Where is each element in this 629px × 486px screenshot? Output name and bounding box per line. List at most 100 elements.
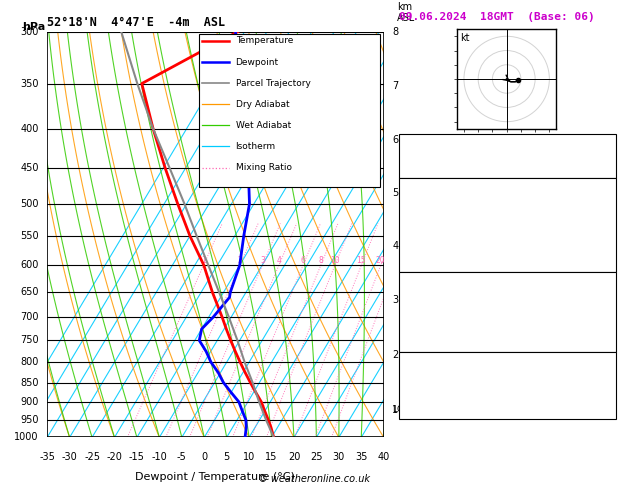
Text: Surface: Surface bbox=[487, 180, 529, 190]
Text: Temperature: Temperature bbox=[236, 36, 293, 45]
Text: 6: 6 bbox=[392, 135, 398, 145]
Text: -10: -10 bbox=[152, 451, 167, 462]
Text: LCL: LCL bbox=[392, 405, 408, 414]
Text: 306: 306 bbox=[595, 298, 613, 308]
Text: 10: 10 bbox=[330, 256, 340, 265]
Text: StmSpd (kt): StmSpd (kt) bbox=[403, 405, 461, 416]
Text: 20: 20 bbox=[601, 325, 613, 335]
Text: Dewp (°C): Dewp (°C) bbox=[403, 204, 453, 214]
Text: 6: 6 bbox=[301, 256, 306, 265]
Text: 5: 5 bbox=[392, 188, 398, 198]
Text: StmDir: StmDir bbox=[403, 392, 437, 402]
Text: PW (cm): PW (cm) bbox=[403, 165, 444, 175]
Text: 52°18'N  4°47'E  -4m  ASL: 52°18'N 4°47'E -4m ASL bbox=[47, 16, 225, 29]
Text: 35: 35 bbox=[601, 151, 613, 161]
Text: 20: 20 bbox=[376, 256, 386, 265]
Text: SREH: SREH bbox=[403, 378, 429, 388]
Text: Dewpoint / Temperature (°C): Dewpoint / Temperature (°C) bbox=[135, 472, 296, 482]
Text: 2: 2 bbox=[238, 256, 242, 265]
Text: 300: 300 bbox=[20, 27, 39, 36]
Text: 35: 35 bbox=[355, 451, 367, 462]
Text: 350: 350 bbox=[20, 79, 39, 88]
Text: 7: 7 bbox=[392, 82, 398, 91]
Text: CAPE (J): CAPE (J) bbox=[403, 245, 442, 255]
Text: CIN (J): CIN (J) bbox=[403, 339, 433, 349]
Text: -15: -15 bbox=[129, 451, 145, 462]
Text: 1: 1 bbox=[201, 256, 206, 265]
Text: -0: -0 bbox=[604, 378, 613, 388]
Text: 550: 550 bbox=[20, 231, 39, 241]
Text: Totals Totals: Totals Totals bbox=[403, 151, 462, 161]
Text: 0: 0 bbox=[607, 259, 613, 269]
Text: 9.1: 9.1 bbox=[598, 204, 613, 214]
Text: θₑ (K): θₑ (K) bbox=[403, 298, 430, 308]
Text: Dewpoint: Dewpoint bbox=[236, 57, 279, 67]
FancyBboxPatch shape bbox=[199, 34, 381, 188]
Text: CIN (J): CIN (J) bbox=[403, 259, 433, 269]
Text: 900: 900 bbox=[20, 397, 39, 407]
Text: 09.06.2024  18GMT  (Base: 06): 09.06.2024 18GMT (Base: 06) bbox=[399, 12, 595, 22]
Text: 650: 650 bbox=[20, 287, 39, 297]
Text: CAPE (J): CAPE (J) bbox=[403, 325, 442, 335]
Text: 0: 0 bbox=[607, 339, 613, 349]
Text: 3: 3 bbox=[260, 256, 265, 265]
Text: Lifted Index: Lifted Index bbox=[403, 231, 460, 242]
Text: 800: 800 bbox=[20, 357, 39, 367]
Text: K: K bbox=[403, 138, 409, 148]
Text: 344°: 344° bbox=[590, 392, 613, 402]
Text: 8: 8 bbox=[318, 256, 323, 265]
Text: kt: kt bbox=[460, 34, 469, 43]
Text: hPa: hPa bbox=[22, 22, 45, 32]
Text: 10: 10 bbox=[243, 451, 255, 462]
Text: 20: 20 bbox=[287, 451, 300, 462]
Text: -10: -10 bbox=[598, 138, 613, 148]
Text: Pressure (mb): Pressure (mb) bbox=[403, 284, 471, 295]
Text: 400: 400 bbox=[20, 123, 39, 134]
Text: Dry Adiabat: Dry Adiabat bbox=[236, 100, 289, 109]
Text: 850: 850 bbox=[20, 378, 39, 388]
Text: Hodograph: Hodograph bbox=[477, 354, 538, 364]
Text: km
ASL: km ASL bbox=[397, 2, 415, 23]
Text: -35: -35 bbox=[39, 451, 55, 462]
Text: 5: 5 bbox=[223, 451, 230, 462]
Text: 1022: 1022 bbox=[589, 284, 613, 295]
Text: 40: 40 bbox=[377, 451, 390, 462]
Text: 20: 20 bbox=[601, 245, 613, 255]
Text: Wet Adiabat: Wet Adiabat bbox=[236, 121, 291, 130]
Text: 30: 30 bbox=[333, 451, 345, 462]
Text: 600: 600 bbox=[20, 260, 39, 270]
Text: 4: 4 bbox=[392, 241, 398, 251]
Text: 0: 0 bbox=[201, 451, 208, 462]
Text: Temp (°C): Temp (°C) bbox=[403, 191, 451, 201]
Text: -20: -20 bbox=[106, 451, 123, 462]
Text: 1: 1 bbox=[392, 405, 398, 415]
Text: 750: 750 bbox=[20, 335, 39, 346]
Text: 306: 306 bbox=[595, 218, 613, 228]
Text: 8: 8 bbox=[392, 27, 398, 36]
Text: 700: 700 bbox=[20, 312, 39, 322]
Text: 1.28: 1.28 bbox=[592, 165, 613, 175]
Text: 950: 950 bbox=[20, 415, 39, 425]
Text: 1000: 1000 bbox=[14, 433, 39, 442]
Text: 7: 7 bbox=[607, 231, 613, 242]
Text: 15: 15 bbox=[357, 256, 366, 265]
Text: 4: 4 bbox=[277, 256, 281, 265]
Text: Parcel Trajectory: Parcel Trajectory bbox=[236, 79, 311, 87]
Text: θₑ(K): θₑ(K) bbox=[403, 218, 426, 228]
Text: 15.5: 15.5 bbox=[592, 191, 613, 201]
Text: Most Unstable: Most Unstable bbox=[469, 274, 547, 284]
Text: 15: 15 bbox=[265, 451, 278, 462]
Text: 500: 500 bbox=[20, 199, 39, 209]
Text: EH: EH bbox=[403, 364, 416, 375]
Text: 25: 25 bbox=[310, 451, 323, 462]
Text: Mixing Ratio: Mixing Ratio bbox=[236, 163, 292, 172]
Text: 7: 7 bbox=[607, 312, 613, 322]
Text: 450: 450 bbox=[20, 163, 39, 173]
Text: Isotherm: Isotherm bbox=[236, 142, 276, 151]
Text: © weatheronline.co.uk: © weatheronline.co.uk bbox=[259, 473, 370, 484]
Text: 15: 15 bbox=[601, 405, 613, 416]
Text: 2: 2 bbox=[392, 349, 398, 360]
Text: 3: 3 bbox=[392, 295, 398, 305]
Text: -30: -30 bbox=[62, 451, 77, 462]
Text: Lifted Index: Lifted Index bbox=[403, 312, 460, 322]
